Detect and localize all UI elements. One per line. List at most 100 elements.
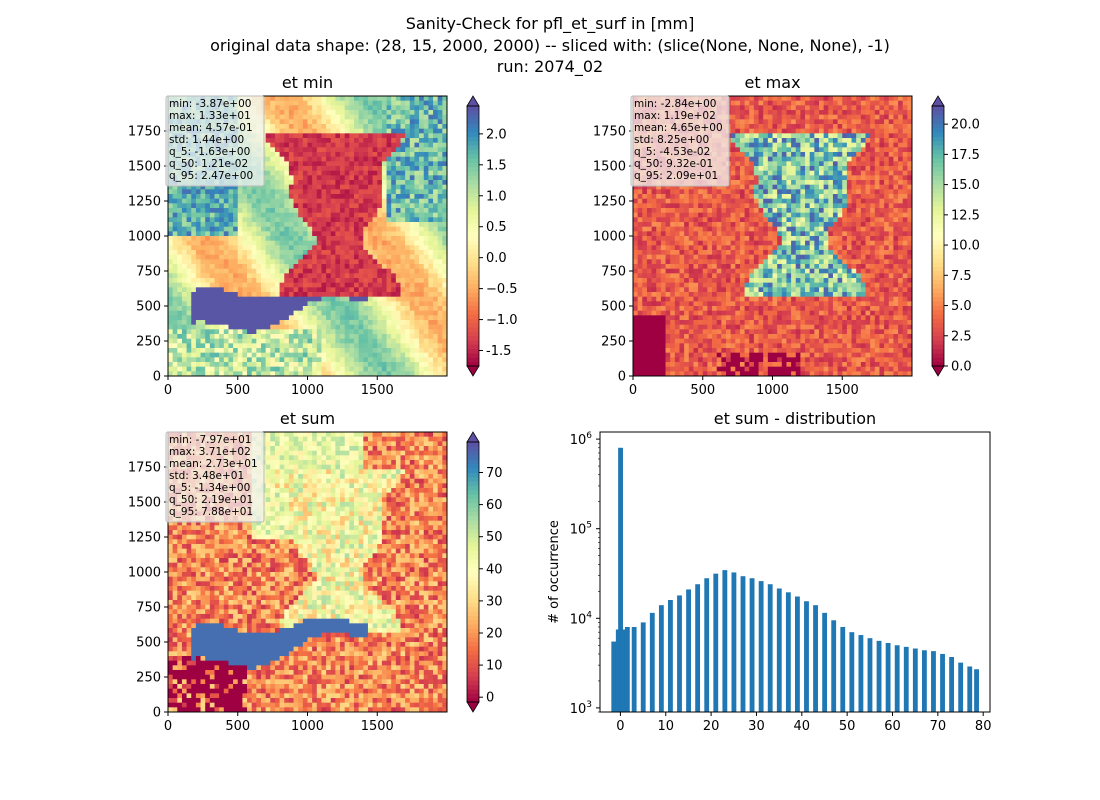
heatmap-cell (414, 240, 420, 246)
heatmap-cell (419, 110, 425, 116)
heatmap-cell (433, 329, 439, 335)
heatmap-cell (419, 282, 425, 288)
heatmap-cell (321, 324, 327, 330)
heatmap-cell (191, 352, 197, 358)
heatmap-cell (223, 212, 229, 218)
heatmap-cell (423, 282, 429, 288)
heatmap-cell (279, 147, 285, 153)
heatmap-cell (214, 371, 220, 377)
heatmap-cell (679, 259, 685, 265)
heatmap-cell (670, 208, 676, 214)
heatmap-cell (646, 320, 652, 326)
heatmap-cell (660, 212, 666, 218)
heatmap-cell (349, 348, 355, 354)
heatmap-cell (284, 184, 290, 190)
heatmap-cell (642, 264, 648, 270)
heatmap-cell (381, 362, 387, 368)
x-tick-label: 1000 (291, 383, 324, 398)
heatmap-cell (721, 296, 727, 302)
heatmap-cell (684, 278, 690, 284)
heatmap-cell (307, 273, 313, 279)
heatmap-cell (247, 198, 253, 204)
heatmap-cell (726, 348, 732, 354)
heatmap-cell (293, 161, 299, 167)
heatmap-cell (293, 100, 299, 106)
heatmap-cell (702, 338, 708, 344)
heatmap-cell (414, 222, 420, 228)
heatmap-cell (349, 264, 355, 270)
heatmap-cell (293, 324, 299, 330)
heatmap-cell (237, 306, 243, 312)
heatmap-cell (656, 222, 662, 228)
heatmap-cell (354, 194, 360, 200)
heatmap-cell (437, 105, 443, 111)
heatmap-cell (177, 310, 183, 316)
heatmap-cell (670, 282, 676, 288)
heatmap-cell (340, 114, 346, 120)
heatmap-cell (247, 245, 253, 251)
heatmap-cell (316, 231, 322, 237)
heatmap-cell (344, 259, 350, 265)
heatmap-cell (321, 362, 327, 368)
heatmap-cell (637, 259, 643, 265)
heatmap-cell (372, 147, 378, 153)
heatmap-cell (177, 301, 183, 307)
heatmap-cell (409, 254, 415, 260)
heatmap-cell (660, 352, 666, 358)
heatmap-cell (433, 240, 439, 246)
heatmap-cell (349, 334, 355, 340)
heatmap-cell (335, 194, 341, 200)
heatmap-cell (191, 212, 197, 218)
heatmap-cell (209, 264, 215, 270)
heatmap-cell (646, 338, 652, 344)
heatmap-cell (419, 142, 425, 148)
heatmap-cell (377, 236, 383, 242)
heatmap-cell (419, 128, 425, 134)
colorbar-segment (467, 227, 479, 233)
heatmap-cell (209, 194, 215, 200)
heatmap-cell (251, 194, 257, 200)
heatmap-cell (730, 110, 736, 116)
heatmap-cell (646, 334, 652, 340)
heatmap-cell (372, 278, 378, 284)
heatmap-cell (363, 371, 369, 377)
heatmap-cell (642, 273, 648, 279)
heatmap-cell (642, 184, 648, 190)
heatmap-cell (637, 212, 643, 218)
heatmap-cell (214, 198, 220, 204)
heatmap-cell (400, 161, 406, 167)
y-tick-label: 250 (136, 335, 161, 350)
heatmap-cell (209, 236, 215, 242)
heatmap-cell (340, 96, 346, 102)
heatmap-cell (326, 301, 332, 307)
heatmap-cell (363, 198, 369, 204)
heatmap-cell (363, 278, 369, 284)
heatmap-cell (186, 236, 192, 242)
heatmap-cell (242, 226, 248, 232)
heatmap-cell (344, 273, 350, 279)
heatmap-cell (684, 264, 690, 270)
heatmap-cell (181, 268, 187, 274)
heatmap-cell (251, 264, 257, 270)
heatmap-cell (205, 343, 211, 349)
heatmap-cell (367, 371, 373, 377)
heatmap-cell (316, 343, 322, 349)
heatmap-cell (312, 296, 318, 302)
heatmap-cell (437, 189, 443, 195)
heatmap-cell (321, 343, 327, 349)
heatmap-cell (637, 278, 643, 284)
heatmap-cell (261, 189, 267, 195)
heatmap-cell (256, 226, 262, 232)
heatmap-cell (168, 357, 174, 363)
heatmap-cell (726, 310, 732, 316)
heatmap-cell (372, 240, 378, 246)
heatmap-cell (335, 334, 341, 340)
heatmap-cell (642, 366, 648, 372)
heatmap-cell (279, 212, 285, 218)
heatmap-cell (312, 245, 318, 251)
heatmap-cell (312, 357, 318, 363)
heatmap-cell (670, 273, 676, 279)
heatmap-cell (423, 222, 429, 228)
heatmap-cell (433, 231, 439, 237)
heatmap-cell (358, 128, 364, 134)
